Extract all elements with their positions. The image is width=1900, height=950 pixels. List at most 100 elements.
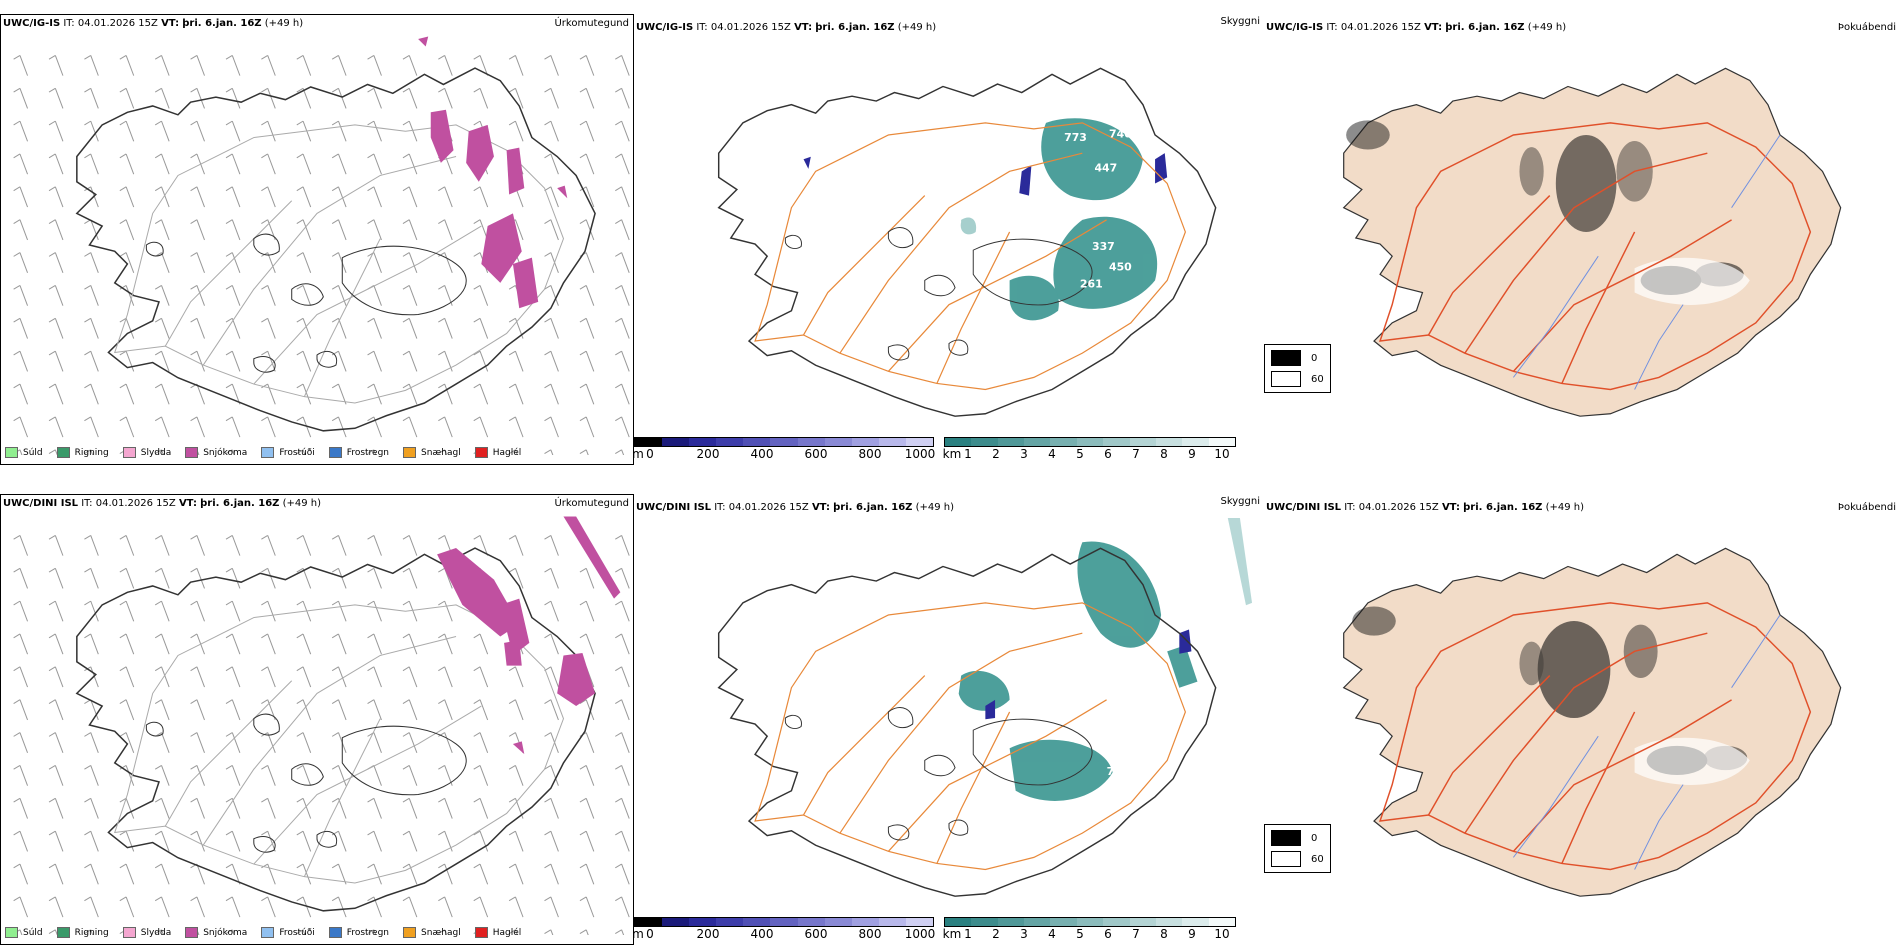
ceiling-tick: 0 — [646, 927, 654, 941]
wind-barb — [544, 929, 554, 935]
wind-barb — [13, 120, 29, 142]
wind-barb — [544, 87, 559, 109]
wind-barb — [154, 317, 170, 339]
cloud-legend-row: 60 — [1271, 371, 1324, 387]
wind-barb — [296, 87, 312, 109]
wind-barb — [331, 699, 347, 721]
wind-barb — [402, 186, 418, 208]
wind-barb — [48, 186, 64, 208]
wind-barb — [402, 416, 418, 438]
fog-map — [1343, 547, 1842, 897]
colorbar-segment — [851, 918, 879, 926]
colorbar-segment — [1208, 438, 1235, 446]
wind-barb — [367, 633, 382, 655]
wind-barb — [13, 252, 29, 273]
wind-barb — [544, 186, 559, 208]
precip-title: Úrkomutegund — [554, 498, 629, 509]
colorbar-segment — [878, 438, 906, 446]
colorbar-segment — [1076, 918, 1104, 926]
precip-map — [13, 516, 630, 935]
colorbar-segment — [971, 438, 998, 446]
swatch — [122, 927, 136, 938]
wind-barb — [296, 54, 312, 76]
vis-label: 773 — [1064, 131, 1087, 144]
wind-barb — [225, 534, 241, 556]
wind-barb — [225, 449, 235, 455]
visibility-scale: km 1 2 3 4 5 6 7 8 9 10 — [943, 437, 1236, 461]
wind-barb — [331, 285, 347, 306]
wind-barb — [579, 633, 595, 655]
wind-barb — [367, 54, 382, 76]
wind-barb — [331, 797, 347, 819]
wind-barb — [331, 732, 347, 753]
land-fill — [1343, 67, 1842, 417]
wind-barb — [544, 633, 559, 655]
legend-label: Snæhagl — [421, 447, 461, 458]
wind-barb — [615, 765, 630, 786]
wind-barb — [544, 317, 559, 339]
wind-barb — [402, 699, 418, 721]
cloud-legend-row: 0 — [1271, 830, 1324, 846]
colorbar-segment — [662, 918, 690, 926]
wind-barb — [473, 732, 489, 753]
visibility-colorbar — [944, 437, 1236, 447]
wind-barb — [261, 285, 276, 306]
wind-barb — [331, 186, 347, 208]
it-label: IT: — [696, 22, 708, 33]
wind-barb — [154, 666, 170, 688]
wind-barb — [225, 633, 241, 655]
wind-barb — [84, 896, 99, 918]
wind-barb — [579, 567, 595, 589]
wind-barb — [48, 219, 64, 241]
wind-barb — [261, 830, 276, 852]
wind-barb — [154, 120, 170, 142]
wind-barb — [296, 153, 312, 175]
wind-barb — [154, 567, 170, 589]
wind-barb — [261, 383, 276, 405]
vis-tick: 7 — [1132, 927, 1140, 941]
wind-barb — [48, 929, 58, 935]
wind-barb — [615, 830, 630, 852]
wind-barb — [48, 383, 64, 405]
ceiling-tick: 400 — [750, 927, 774, 941]
wind-barb — [615, 863, 630, 885]
wind-barb — [225, 252, 241, 273]
wind-barb — [615, 317, 630, 339]
wind-barb — [84, 120, 99, 142]
wind-barb — [48, 797, 64, 819]
visibility-map: 773 740 447 337 450 261 — [717, 67, 1217, 417]
ceiling-scale: m 0 200 400 600 800 1000 — [634, 917, 935, 941]
wind-barb — [438, 383, 453, 405]
wind-barb — [119, 416, 135, 438]
wind-barb — [190, 567, 205, 589]
wind-barb — [48, 896, 64, 918]
wind-barb — [48, 54, 64, 76]
model-name: UWC/DINI ISL — [636, 502, 712, 513]
wind-barb — [13, 87, 29, 109]
wind-barb — [48, 252, 64, 273]
wind-barb — [261, 416, 276, 438]
wind-barb — [84, 350, 99, 372]
wind-barb — [225, 863, 241, 885]
wind-barb — [261, 765, 276, 786]
wind-barb — [544, 666, 559, 688]
wind-barb — [261, 317, 276, 339]
it-value: 04.01.2026 15Z — [77, 18, 158, 29]
wind-barb — [48, 449, 58, 455]
wind-barb — [367, 732, 382, 753]
wind-barb — [225, 153, 241, 175]
wind-barb — [48, 120, 64, 142]
wind-barb — [84, 416, 99, 438]
ceiling-tick: 800 — [858, 927, 882, 941]
wind-barb — [119, 699, 135, 721]
wind-barb — [473, 765, 489, 786]
vis-tick: 1 — [964, 447, 972, 461]
colorbar-segment — [905, 918, 934, 926]
wind-barb — [544, 600, 559, 622]
wind-barb — [48, 633, 64, 655]
lead-time: (+49 h) — [897, 22, 937, 33]
wind-barb — [615, 383, 630, 405]
vis-label: 261 — [1080, 278, 1103, 291]
wind-barb — [13, 186, 29, 208]
wind-barb — [579, 699, 595, 721]
